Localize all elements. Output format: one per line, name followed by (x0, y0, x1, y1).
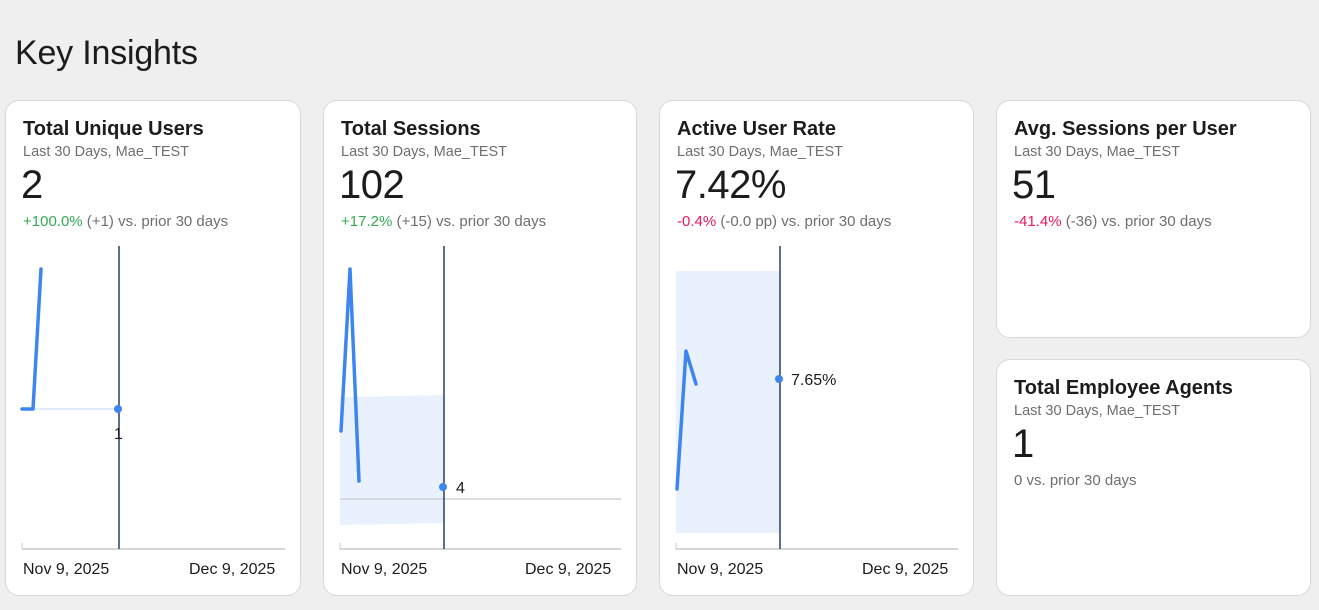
marker-dot (114, 405, 122, 413)
card-subtitle: Last 30 Days, Mae_TEST (1014, 403, 1181, 419)
card-value: 7.42% (675, 163, 786, 207)
change-detail: (+1) vs. prior 30 days (82, 213, 229, 230)
card-change: -41.4% (-36) vs. prior 30 days (1014, 213, 1212, 230)
card-active-user-rate[interactable]: Active User Rate Last 30 Days, Mae_TEST … (659, 100, 974, 596)
change-percent: -41.4% (1014, 213, 1062, 230)
axis-start-label: Nov 9, 2025 (677, 561, 764, 578)
card-subtitle: Last 30 Days, Mae_TEST (677, 144, 844, 160)
card-title: Active User Rate (677, 118, 836, 140)
change-percent: +17.2% (341, 213, 393, 230)
card-subtitle: Last 30 Days, Mae_TEST (23, 144, 190, 160)
marker-label: 7.65% (791, 372, 836, 389)
sparkline (339, 267, 361, 483)
change-detail: (-36) vs. prior 30 days (1061, 213, 1212, 230)
card-title: Total Unique Users (23, 118, 204, 140)
sparkline-chart: 7.65% (675, 246, 958, 550)
card-change: +17.2% (+15) vs. prior 30 days (341, 213, 546, 230)
card-title: Total Employee Agents (1014, 377, 1233, 399)
sparkline (20, 267, 43, 411)
card-title: Avg. Sessions per User (1014, 118, 1237, 140)
axis-end-label: Dec 9, 2025 (862, 561, 949, 578)
card-subtitle: Last 30 Days, Mae_TEST (1014, 144, 1181, 160)
card-value: 1 (1012, 422, 1034, 466)
card-value: 51 (1012, 163, 1056, 207)
change-detail: (-0.0 pp) vs. prior 30 days (716, 213, 892, 230)
range-band (340, 395, 444, 525)
sparkline (675, 349, 698, 491)
card-total-sessions[interactable]: Total Sessions Last 30 Days, Mae_TEST 10… (323, 100, 637, 596)
marker-label: 1 (114, 426, 123, 443)
card-total-employee-agents[interactable]: Total Employee Agents Last 30 Days, Mae_… (996, 359, 1311, 596)
card-change: 0 vs. prior 30 days (1014, 472, 1137, 489)
sparkline-chart: 1 (20, 246, 285, 550)
card-change: -0.4% (-0.0 pp) vs. prior 30 days (677, 213, 891, 230)
axis-end-label: Dec 9, 2025 (189, 561, 276, 578)
card-subtitle: Last 30 Days, Mae_TEST (341, 144, 508, 160)
axis-end-label: Dec 9, 2025 (525, 561, 612, 578)
card-total-unique-users[interactable]: Total Unique Users Last 30 Days, Mae_TES… (5, 100, 301, 596)
card-title: Total Sessions (341, 118, 481, 140)
range-band (676, 271, 780, 533)
card-change: +100.0% (+1) vs. prior 30 days (23, 213, 228, 230)
sparkline-chart: 4 (339, 246, 621, 550)
change-percent: +100.0% (23, 213, 83, 230)
marker-label: 4 (456, 480, 465, 497)
marker-dot (439, 483, 447, 491)
card-avg-sessions-per-user[interactable]: Avg. Sessions per User Last 30 Days, Mae… (996, 100, 1311, 338)
change-detail: (+15) vs. prior 30 days (392, 213, 547, 230)
change-detail: 0 vs. prior 30 days (1014, 472, 1137, 489)
card-value: 2 (21, 163, 43, 207)
card-value: 102 (339, 163, 405, 207)
axis-start-label: Nov 9, 2025 (23, 561, 110, 578)
change-percent: -0.4% (677, 213, 717, 230)
marker-dot (775, 375, 783, 383)
axis-start-label: Nov 9, 2025 (341, 561, 428, 578)
page-title: Key Insights (15, 34, 198, 72)
